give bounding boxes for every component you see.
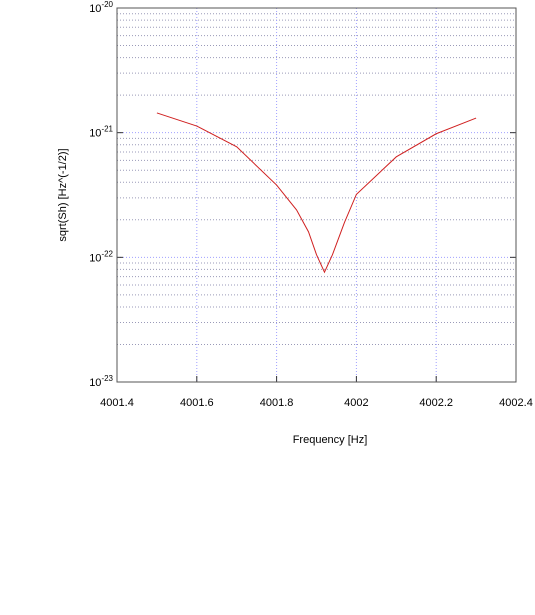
x-tick-label: 4001.8: [260, 397, 294, 409]
y-tick-label: 10-21: [89, 125, 113, 140]
x-tick-label: 4001.6: [180, 397, 214, 409]
plot-frame: [116, 7, 517, 383]
line-series: [156, 112, 477, 274]
x-tick-label: 4002.4: [499, 397, 533, 409]
y-tick-label: 10-20: [89, 0, 113, 15]
y-axis-label: sqrt(Sh) [Hz^(-1/2)]: [57, 148, 69, 241]
x-tick-label: 4002.2: [419, 397, 453, 409]
y-tick-label: 10-23: [89, 374, 113, 389]
x-axis-label: Frequency [Hz]: [293, 434, 368, 446]
x-tick-label: 4001.4: [100, 397, 134, 409]
y-tick-label: 10-22: [89, 249, 113, 264]
x-tick-label: 4002: [344, 397, 368, 409]
